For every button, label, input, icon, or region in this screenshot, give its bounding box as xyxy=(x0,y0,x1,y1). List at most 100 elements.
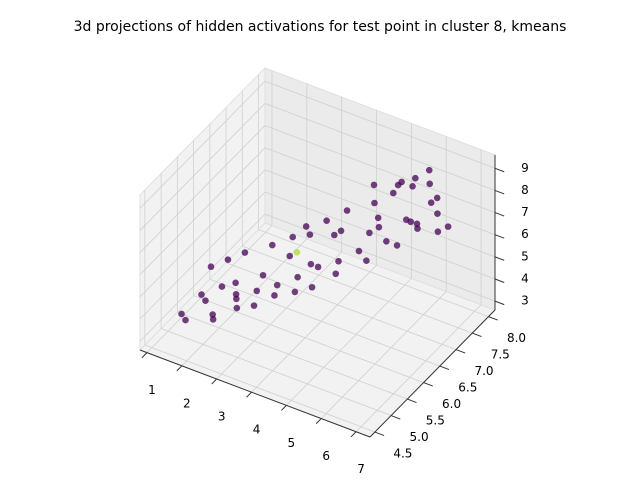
point xyxy=(425,166,433,174)
point xyxy=(433,194,441,202)
tick-mark xyxy=(350,431,357,438)
x-tick-label: 2 xyxy=(183,396,191,410)
grid-line xyxy=(139,169,266,298)
z-tick-label: 7 xyxy=(521,205,529,219)
y-tick-label: 7.5 xyxy=(491,348,510,362)
z-tick-label: 8 xyxy=(521,183,529,197)
point xyxy=(294,273,301,281)
y-tick-label: 5.5 xyxy=(426,414,445,428)
point xyxy=(393,242,401,249)
x-tick-label: 6 xyxy=(322,449,330,463)
point xyxy=(218,283,226,290)
y-tick-label: 6.5 xyxy=(458,381,477,395)
point xyxy=(409,183,416,190)
grid-line xyxy=(242,245,473,334)
z-tick-label: 3 xyxy=(521,294,529,308)
z-tick-label: 4 xyxy=(521,272,529,286)
point xyxy=(426,180,434,188)
point xyxy=(331,231,338,239)
point xyxy=(370,181,378,189)
tick-mark xyxy=(494,234,505,239)
tick-mark xyxy=(423,382,433,387)
tick-mark xyxy=(211,378,218,385)
grid-line xyxy=(264,169,496,258)
y-tick-label: 4.5 xyxy=(393,447,412,461)
tick-mark xyxy=(390,415,401,420)
point xyxy=(209,316,217,323)
tick-mark xyxy=(472,332,482,338)
point xyxy=(224,256,232,263)
point xyxy=(289,233,297,241)
point xyxy=(241,249,249,256)
point xyxy=(198,291,205,298)
x-tick-label: 5 xyxy=(288,436,296,450)
x-tick-label: 1 xyxy=(148,383,156,397)
point xyxy=(308,283,316,291)
point xyxy=(209,311,216,318)
chart-title: 3d projections of hidden activations for… xyxy=(74,19,567,35)
point xyxy=(323,217,330,225)
point xyxy=(332,270,340,278)
point xyxy=(268,241,276,249)
point xyxy=(232,279,239,287)
tick-mark xyxy=(439,365,450,371)
point xyxy=(374,214,382,222)
point xyxy=(182,316,189,324)
point xyxy=(371,199,378,207)
z-tick-label: 5 xyxy=(521,249,529,263)
grid-line xyxy=(264,103,496,191)
tick-mark xyxy=(374,431,385,436)
grid-line xyxy=(264,191,496,280)
tick-mark xyxy=(494,300,505,306)
point xyxy=(413,220,421,228)
axis-line xyxy=(369,309,496,438)
point xyxy=(273,281,281,289)
tick-mark xyxy=(407,398,417,404)
tick-mark xyxy=(176,365,183,372)
point xyxy=(232,290,240,298)
point xyxy=(259,271,267,279)
point xyxy=(383,237,390,245)
point xyxy=(366,229,373,237)
grid-line xyxy=(139,103,266,231)
point xyxy=(407,218,415,226)
point xyxy=(390,189,397,197)
tick-mark xyxy=(455,349,466,354)
y-tick-label: 8.0 xyxy=(507,331,526,345)
tick-mark xyxy=(281,405,287,411)
tick-mark xyxy=(494,167,505,173)
y-tick-label: 7.0 xyxy=(474,364,493,378)
point xyxy=(434,210,441,217)
z-tick-label: 6 xyxy=(521,227,529,241)
grid-line xyxy=(139,125,266,253)
point xyxy=(291,288,299,296)
tick-mark xyxy=(315,418,322,424)
grid-line xyxy=(264,147,496,236)
z-tick-label: 9 xyxy=(521,161,529,175)
point xyxy=(202,297,209,304)
point xyxy=(233,304,241,312)
grid-line xyxy=(139,213,266,342)
tick-mark xyxy=(494,212,505,217)
tick-mark xyxy=(488,316,498,321)
point xyxy=(337,227,345,235)
grid-line xyxy=(264,80,496,169)
point xyxy=(375,223,383,231)
y-tick-label: 6.0 xyxy=(442,397,461,411)
grid-line xyxy=(264,125,496,213)
point xyxy=(444,223,452,230)
grid-line xyxy=(144,344,376,433)
x-tick-label: 7 xyxy=(357,462,365,476)
point xyxy=(335,257,342,265)
point xyxy=(250,302,258,309)
grid-line xyxy=(177,311,408,400)
point xyxy=(434,228,442,236)
point xyxy=(302,223,310,230)
point xyxy=(398,178,405,186)
grid-line xyxy=(139,147,266,275)
grid-line xyxy=(160,328,392,416)
grid-line xyxy=(193,295,424,383)
tick-mark xyxy=(141,352,148,359)
